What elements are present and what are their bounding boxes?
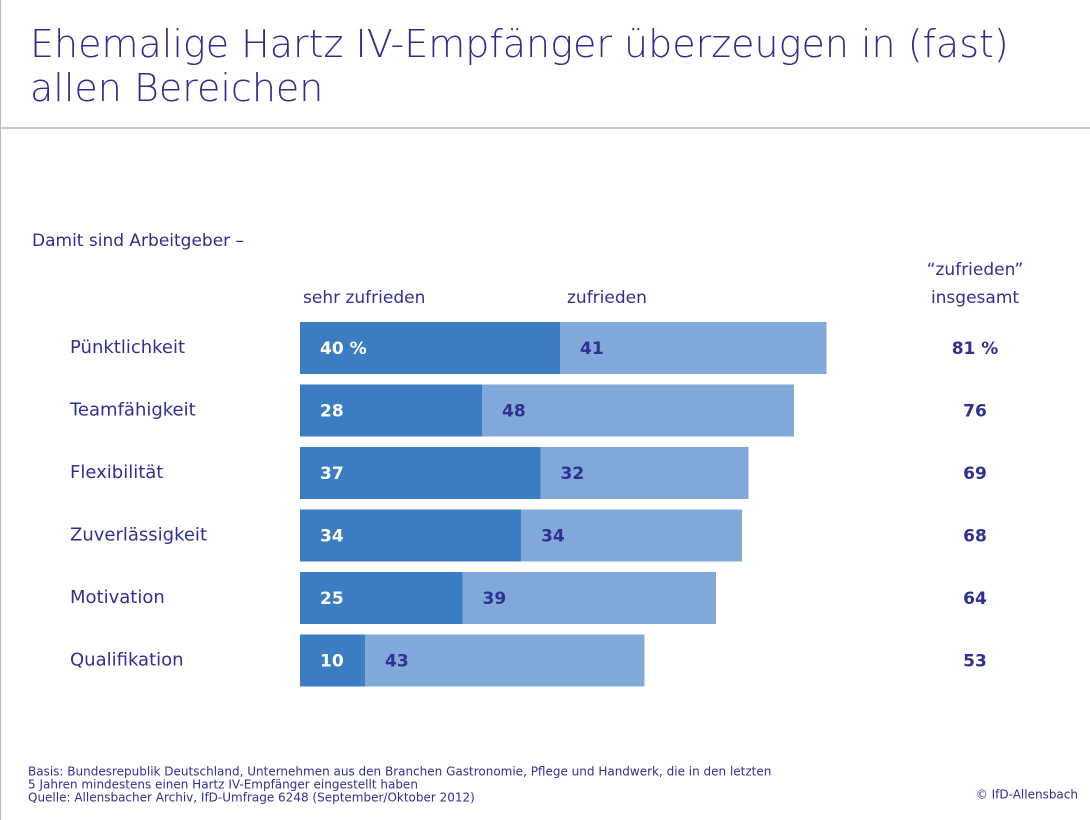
total-label: 53	[963, 652, 987, 672]
data-label: 41	[580, 339, 604, 359]
total-label: 69	[963, 464, 987, 484]
category-label: Zuverlässigkeit	[70, 525, 207, 546]
legend-label: zufrieden	[567, 288, 647, 308]
data-label: 34	[320, 527, 344, 547]
totals-header: “zufrieden”	[927, 260, 1024, 280]
bar-segment	[521, 509, 742, 562]
bar-segment	[300, 322, 560, 374]
subtitle: Damit sind Arbeitgeber –	[32, 231, 244, 251]
source-note: Basis: Bundesrepublik Deutschland, Unter…	[28, 765, 771, 779]
total-label: 76	[963, 402, 987, 422]
category-label: Qualifikation	[70, 650, 184, 671]
data-label: 43	[385, 652, 409, 672]
bar-segment	[300, 572, 463, 624]
bar-segment	[300, 634, 365, 687]
bar-segment	[462, 572, 716, 624]
data-label: 25	[320, 589, 344, 609]
data-label: 39	[483, 589, 507, 609]
bar-segment	[482, 384, 794, 437]
total-label: 64	[963, 589, 987, 609]
totals-header: insgesamt	[931, 288, 1019, 308]
bar-segment	[560, 322, 827, 374]
source-note: Quelle: Allensbacher Archiv, IfD-Umfrage…	[28, 791, 475, 805]
chart-title: Ehemalige Hartz IV-Empfänger überzeugen …	[30, 22, 1009, 110]
category-label: Teamfähigkeit	[69, 400, 196, 421]
source-note: 5 Jahren mindestens einen Hartz IV-Empfä…	[28, 778, 418, 792]
data-label: 34	[541, 527, 565, 547]
data-label: 32	[561, 464, 585, 484]
data-label: 10	[320, 652, 344, 672]
data-label: 37	[320, 464, 344, 484]
bar-segment	[300, 384, 482, 437]
data-label: 48	[502, 402, 526, 422]
total-label: 68	[963, 527, 987, 547]
bar-segment	[300, 447, 541, 499]
bar-segment	[365, 634, 645, 687]
category-label: Pünktlichkeit	[70, 337, 185, 358]
bar-segment	[300, 509, 521, 562]
bar-segment	[540, 447, 749, 499]
data-label: 40 %	[320, 339, 367, 359]
legend-label: sehr zufrieden	[303, 288, 425, 308]
data-label: 28	[320, 402, 344, 422]
credit: © IfD-Allensbach	[976, 788, 1078, 802]
category-label: Flexibilität	[70, 462, 163, 483]
total-label: 81 %	[952, 339, 999, 359]
category-label: Motivation	[70, 587, 165, 608]
